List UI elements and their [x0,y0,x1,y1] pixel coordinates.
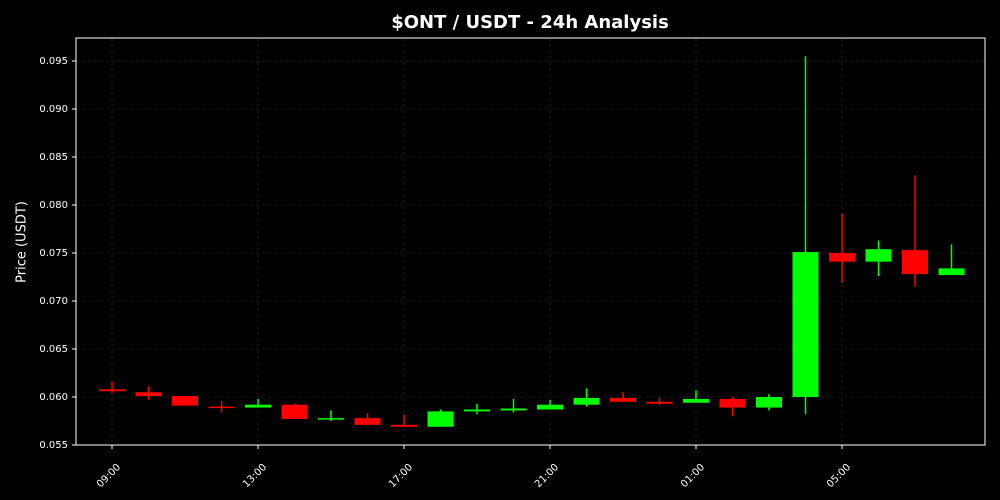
y-tick-label: 0.070 [39,296,68,307]
y-tick-label: 0.090 [39,104,68,115]
candle-body [829,253,855,262]
candle-body [245,404,271,408]
candle-body [135,392,162,397]
candle-body [281,404,308,420]
y-axis-label: Price (USDT) [15,201,30,283]
candle-body [573,397,600,405]
plot-frame [75,37,986,446]
candle-body [683,398,709,403]
candle-body [427,411,454,427]
candle-body [902,250,928,275]
candle-body [354,418,381,425]
candles [99,56,965,427]
candle-body [391,424,417,427]
y-tick-label: 0.095 [39,56,68,67]
candle-body [318,418,344,420]
candle-body [99,389,125,392]
candle-body [792,252,819,398]
y-tick-label: 0.075 [39,248,68,259]
y-tick-label: 0.080 [39,200,68,211]
chart-title: $ONT / USDT - 24h Analysis [391,12,669,33]
candle-body [719,398,746,408]
candle-body [756,397,782,408]
candle-body [172,396,198,406]
candle-body [938,268,965,276]
candle-body [865,249,892,262]
candle-body [500,408,527,411]
y-tick-label: 0.060 [39,392,68,403]
y-tick-label: 0.085 [39,152,68,163]
candle-body [537,404,563,410]
y-tick-label: 0.055 [39,440,68,451]
candle-body [610,397,636,402]
y-tick-label: 0.065 [39,344,68,355]
candle-body [646,401,673,404]
candle-body [208,406,235,409]
candle-body [464,409,490,412]
